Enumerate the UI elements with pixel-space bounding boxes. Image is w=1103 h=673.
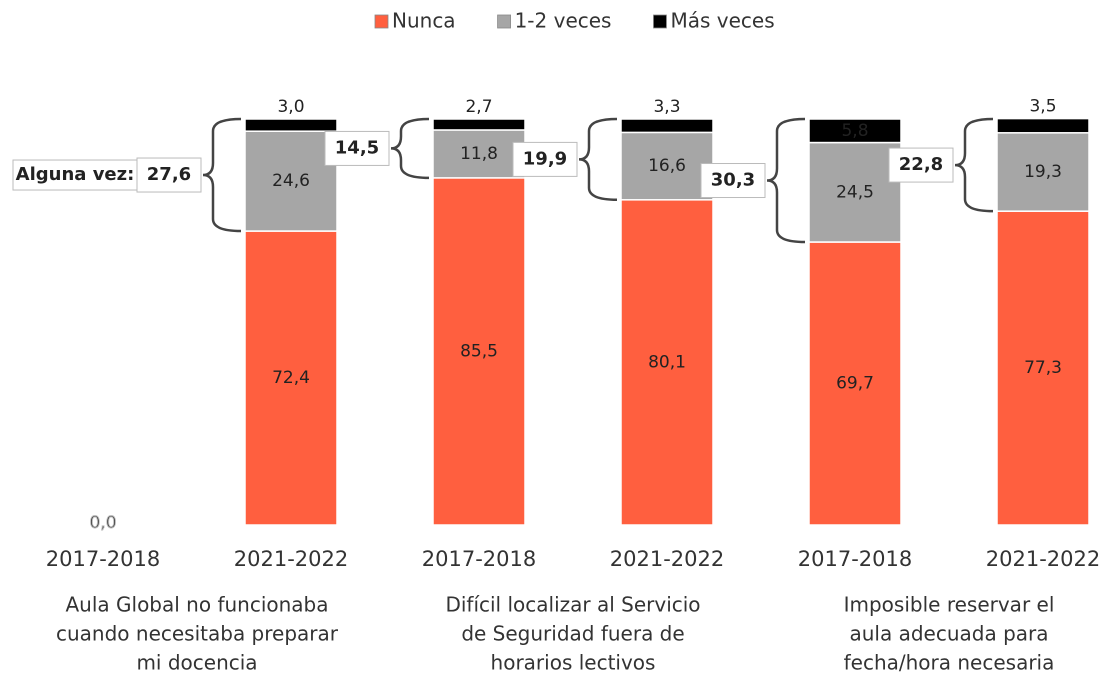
x-tick-label: 2017-2018 [422, 547, 536, 571]
label-box [12, 159, 138, 191]
bar-segment [996, 132, 1090, 212]
bar-segment [808, 241, 902, 526]
label-box [700, 163, 766, 199]
sum-label: 30,3 [711, 170, 755, 191]
x-tick-label: 2021-2022 [986, 547, 1100, 571]
group-label: de Seguridad fuera de [461, 622, 684, 646]
group-label: Difícil localizar al Servicio [445, 593, 700, 617]
value-label: 72,4 [272, 368, 310, 388]
sum-label: 27,6 [147, 164, 191, 185]
sum-label: 22,8 [899, 154, 943, 175]
label-box [512, 141, 578, 177]
brace [202, 117, 242, 233]
brace [390, 117, 430, 180]
bar-segment [996, 210, 1090, 526]
annotation: Alguna vez: [16, 164, 135, 185]
x-tick-label: 2021-2022 [234, 547, 348, 571]
bar-segment [432, 118, 526, 131]
value-label: 24,5 [836, 182, 874, 202]
group-label: Aula Global no funcionaba [65, 593, 328, 617]
sum-label: 19,9 [523, 148, 567, 169]
group-label: cuando necesitaba preparar [56, 622, 339, 646]
value-label: 16,6 [648, 156, 686, 176]
bar-segment [620, 131, 714, 201]
value-label: 3,3 [653, 97, 680, 117]
bar-segment [620, 199, 714, 526]
legend-swatch [374, 14, 389, 29]
bar-segment [244, 130, 338, 232]
x-tick-label: 2017-2018 [46, 547, 160, 571]
label-box [888, 147, 954, 183]
value-label: 69,7 [836, 374, 874, 394]
value-label: 24,6 [272, 171, 310, 191]
legend-label: 1-2 veces [515, 9, 612, 33]
brace [578, 117, 618, 202]
value-label: 11,8 [460, 144, 498, 164]
group-label: aula adecuada para [849, 622, 1048, 646]
value-label: 80,1 [648, 352, 686, 372]
group-label: fecha/hora necesaria [844, 651, 1055, 673]
x-tick-label: 2017-2018 [798, 547, 912, 571]
legend-swatch [653, 14, 667, 29]
bar-segment [620, 118, 714, 134]
group-label: horarios lectivos [491, 651, 656, 673]
bar-segment [432, 129, 526, 179]
legend-label: Más veces [670, 9, 774, 33]
legend-swatch [497, 14, 511, 29]
value-label: 3,0 [277, 97, 304, 117]
value-label: 5,8 [841, 121, 868, 141]
group-label: Imposible reservar el [844, 593, 1055, 617]
value-label: 85,5 [460, 341, 498, 361]
value-label: 19,3 [1024, 162, 1062, 182]
bar-segment [996, 117, 1090, 134]
bar-segment [432, 177, 526, 526]
value-label: 0,0 [89, 513, 116, 533]
bar-segment [808, 118, 902, 144]
sum-label: 14,5 [335, 137, 379, 158]
value-label: 3,5 [1029, 97, 1056, 117]
bar-segment [244, 118, 338, 132]
label-box [324, 130, 390, 166]
group-label: mi docencia [136, 651, 257, 673]
bar-segment [808, 141, 902, 243]
brace [954, 117, 994, 213]
label-box [136, 157, 202, 193]
bar-segment [244, 230, 338, 526]
legend-label: Nunca [392, 9, 456, 33]
x-tick-label: 2021-2022 [610, 547, 724, 571]
value-label: 77,3 [1024, 358, 1062, 378]
brace [766, 117, 806, 244]
value-label: 2,7 [465, 97, 492, 117]
